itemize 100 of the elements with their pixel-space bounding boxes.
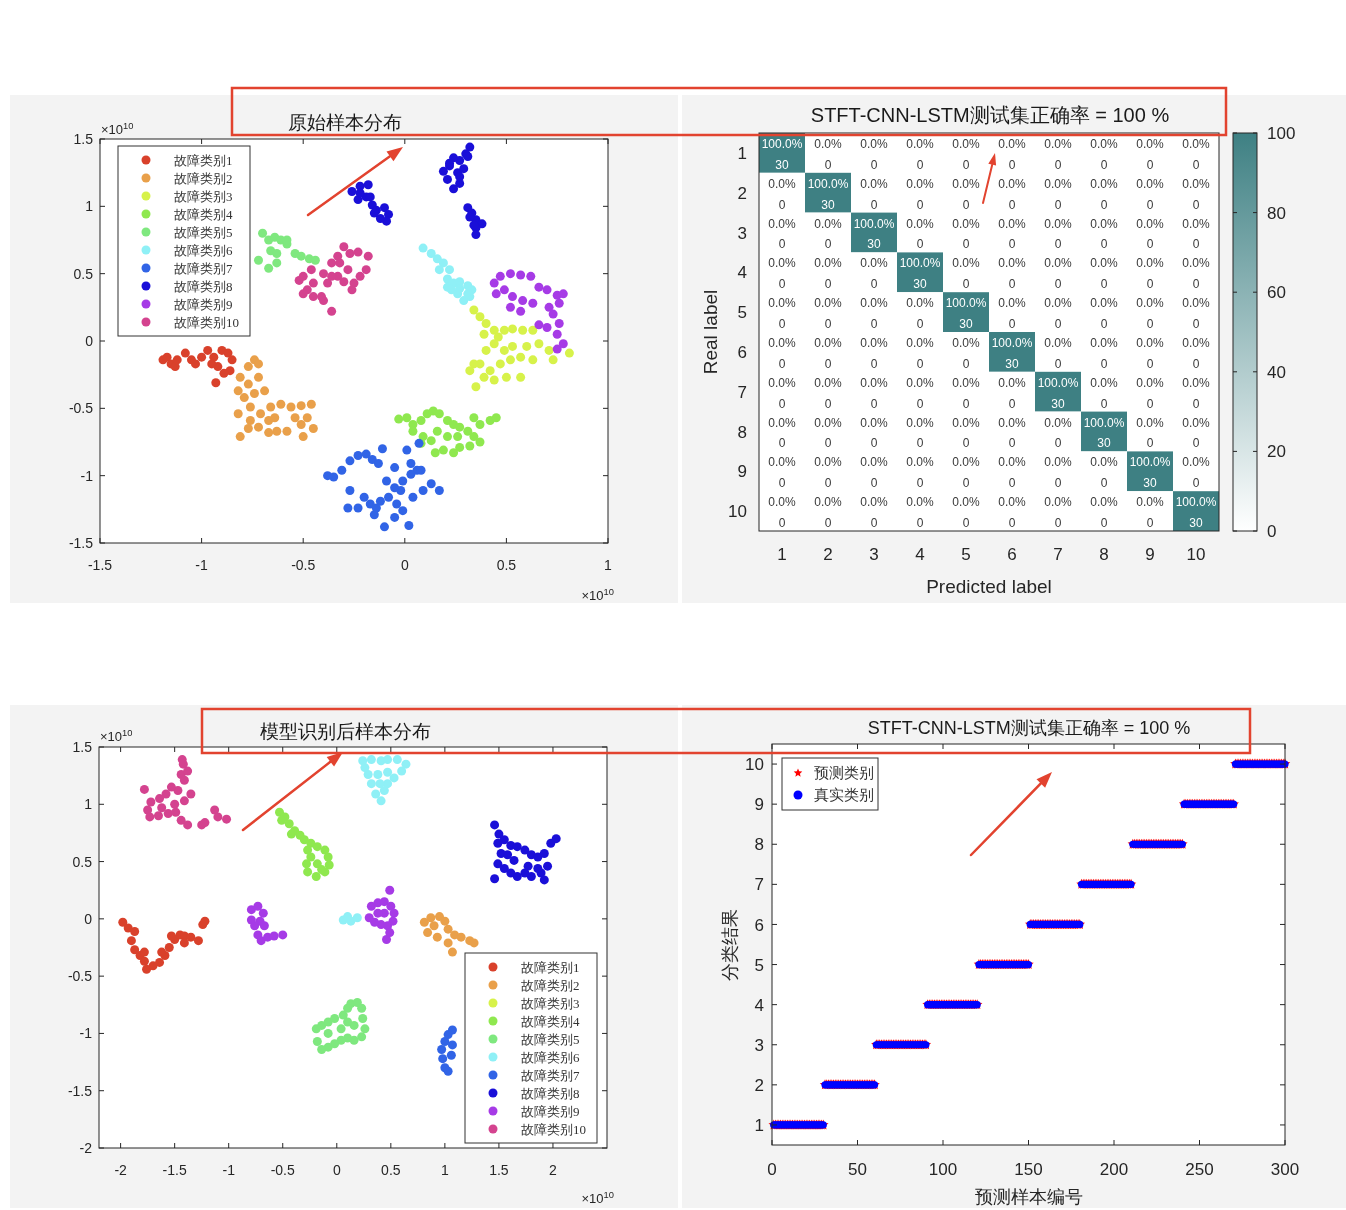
data-label: 0.0% 0: [768, 336, 796, 371]
data-label: 0.0% 0: [952, 495, 980, 530]
data-label: 0.0% 0: [998, 256, 1026, 292]
x-tick-label: 10: [1186, 545, 1206, 564]
data-label: 0.0% 0: [1182, 336, 1210, 371]
y-tick-label: 1: [85, 198, 94, 215]
legend-label: 故障类别5: [174, 224, 233, 240]
x-tick-label: -2: [114, 1162, 128, 1178]
legend-label: 故障类别10: [521, 1121, 586, 1137]
data-label: 0.0% 0: [906, 375, 934, 411]
x-tick-label: 300: [1270, 1160, 1300, 1179]
x-tick-label: 0: [400, 557, 409, 573]
data-label: 0.0% 0: [1136, 216, 1164, 252]
chart-title: 原始样本分布: [288, 112, 402, 133]
y-tick-label: 1: [737, 144, 747, 164]
y-tick-label: 8: [754, 835, 764, 855]
x-tick-label: 1.5: [489, 1162, 509, 1178]
legend-label: 故障类别4: [174, 206, 233, 222]
data-label: 0.0% 0: [1136, 375, 1164, 411]
data-label: 0.0% 0: [952, 415, 980, 451]
data-label: 0.0% 0: [1182, 455, 1210, 491]
x-tick-label: 3: [869, 545, 879, 564]
data-label: 0.0% 0: [1136, 296, 1164, 331]
legend-label: 故障类别6: [521, 1049, 580, 1065]
data-label: 0.0% 0: [860, 336, 888, 371]
y-tick-label: 9: [754, 795, 764, 815]
y-tick-label: 5: [754, 955, 764, 975]
y-tick-label: -0.5: [68, 400, 94, 417]
data-label: 0.0% 0: [998, 455, 1026, 491]
data-label: 0.0% 0: [1136, 415, 1164, 451]
data-label: 0.0% 0: [1090, 216, 1118, 252]
data-label: 0.0% 0: [998, 176, 1026, 212]
data-label: 0.0% 0: [814, 216, 842, 252]
data-label: 0.0% 0: [1136, 176, 1164, 212]
legend-label: 真实类别: [814, 787, 874, 804]
x-tick-label: 7: [1053, 545, 1063, 564]
data-label: 0.0% 0: [860, 415, 888, 451]
y-tick-label: 5: [737, 303, 747, 323]
data-label: 0.0% 0: [1090, 495, 1118, 530]
data-label: 0.0% 0: [768, 256, 796, 292]
data-label: 0.0% 0: [998, 296, 1026, 331]
data-label: 0.0% 0: [1044, 495, 1072, 530]
y-tick-label: 1: [84, 796, 93, 813]
data-label: 0.0% 0: [998, 495, 1026, 530]
y-axis-title: 分类结果: [720, 909, 740, 981]
data-label: 0.0% 0: [1090, 375, 1118, 411]
data-label: 0.0% 0: [1182, 296, 1210, 331]
chart-title: STFT-CNN-LSTM测试集正确率 = 100 %: [867, 718, 1191, 738]
data-label: 0.0% 0: [1136, 256, 1164, 292]
data-label: 0.0% 0: [814, 256, 842, 292]
x-tick-label: 4: [915, 545, 925, 564]
data-label: 0.0% 0: [906, 176, 934, 212]
y-tick-label: 1.5: [72, 739, 93, 756]
data-label: 0.0% 0: [814, 375, 842, 411]
x-tick-label: -0.5: [291, 557, 316, 573]
data-label: 0.0% 0: [1182, 375, 1210, 411]
data-label: 0.0% 0: [768, 375, 796, 411]
x-axis-title: Predicted label: [926, 576, 1052, 597]
data-label: 0.0% 0: [1090, 176, 1118, 212]
data-label: 100.0% 30: [1129, 455, 1171, 491]
data-label: 0.0% 0: [814, 415, 842, 451]
legend-label: 故障类别2: [521, 977, 580, 993]
data-label: 0.0% 0: [906, 137, 934, 172]
chart-title: STFT-CNN-LSTM测试集正确率 = 100 %: [810, 104, 1170, 126]
data-label: 0.0% 0: [1090, 137, 1118, 172]
x-tick-label: 150: [1014, 1160, 1043, 1179]
data-label: 100.0% 30: [1037, 375, 1079, 411]
legend-label: 故障类别6: [174, 242, 233, 258]
data-label: 0.0% 0: [860, 455, 888, 491]
x-tick-label: 8: [1099, 545, 1109, 564]
data-label: 0.0% 0: [1090, 455, 1118, 491]
chart-title: 模型识别后样本分布: [259, 721, 431, 742]
data-label: 0.0% 0: [814, 296, 842, 331]
data-label: 0.0% 0: [1044, 216, 1072, 252]
x-tick-label: 0.5: [381, 1162, 401, 1178]
y-tick-label: -1: [79, 1025, 93, 1042]
legend-label: 故障类别8: [174, 278, 233, 294]
data-label: 0.0% 0: [952, 137, 980, 172]
x-tick-label: 50: [848, 1160, 867, 1179]
y-tick-label: 8: [737, 422, 747, 442]
y-tick-label: 7: [754, 875, 764, 895]
data-label: 0.0% 0: [1090, 256, 1118, 292]
data-label: 100.0% 30: [761, 137, 803, 172]
data-label: 0.0% 0: [768, 415, 796, 451]
legend-label: 故障类别5: [521, 1031, 580, 1047]
data-label: 0.0% 0: [1182, 415, 1210, 451]
data-label: 0.0% 0: [1182, 256, 1210, 292]
x-axis-title: 预测样本编号: [975, 1187, 1083, 1207]
data-label: 0.0% 0: [860, 256, 888, 292]
y-tick-label: 1: [754, 1116, 764, 1136]
y-tick-label: 9: [737, 462, 747, 482]
text: ×10$^{10}$: [581, 587, 614, 603]
legend-label: 故障类别1: [521, 959, 580, 975]
text: ×10$^{10}$: [100, 728, 133, 744]
data-label: 0.0% 0: [1182, 216, 1210, 252]
legend-label: 故障类别1: [174, 152, 233, 168]
y-tick-label: 2: [754, 1075, 764, 1095]
data-label: 0.0% 0: [768, 296, 796, 331]
y-tick-label: 1.5: [73, 131, 94, 148]
data-label: 0.0% 0: [952, 176, 980, 212]
